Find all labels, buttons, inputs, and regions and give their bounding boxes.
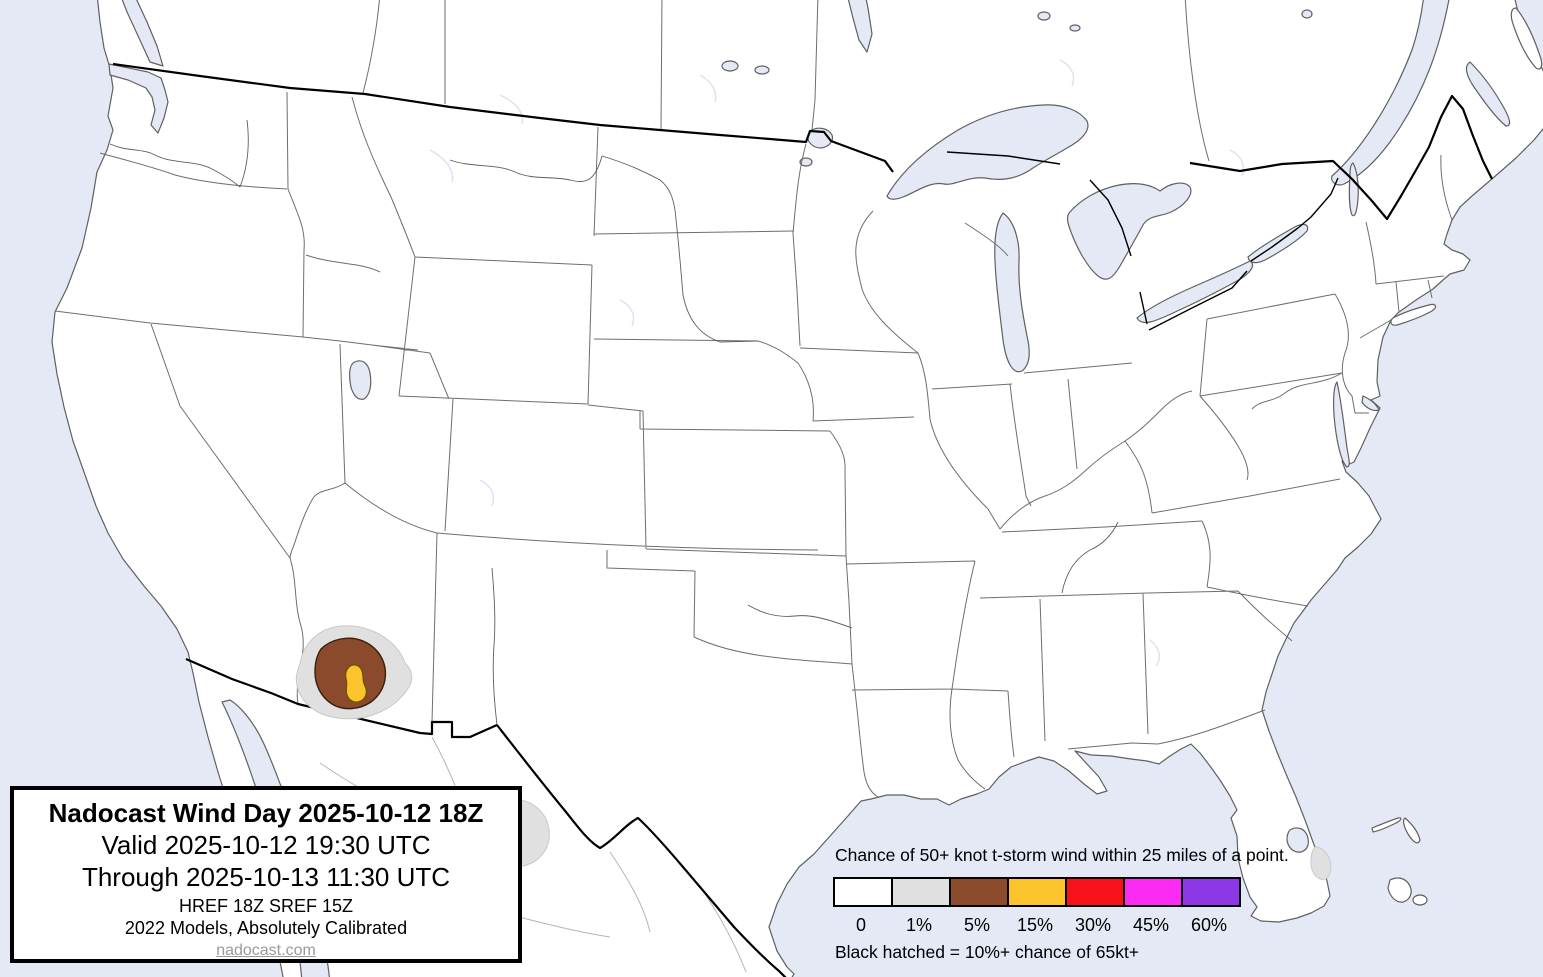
arkansas-river: [747, 604, 853, 629]
legend-percent-labels: 0 1% 5% 15% 30% 45% 60%: [833, 915, 1239, 936]
lake-okeechobee: [1286, 827, 1309, 853]
canada-provincial-borders: [362, 0, 1210, 162]
lake-michigan: [994, 212, 1030, 373]
chesapeake-bay: [1333, 381, 1350, 468]
long-island: [1390, 303, 1437, 326]
forecast-valid-time: Valid 2025-10-12 19:30 UTC: [101, 830, 431, 860]
us-mexico-border: [185, 657, 498, 739]
bahama-island: [1412, 894, 1428, 906]
streams: [429, 59, 1245, 667]
lower-mississippi-river: [949, 688, 986, 790]
canada-lake: [721, 60, 739, 72]
legend-label-5%: 5%: [963, 915, 990, 935]
rivers: [109, 119, 1119, 790]
canada-lake: [1301, 9, 1313, 19]
legend-label-60%: 60%: [1190, 915, 1228, 935]
canada-lake: [1037, 11, 1051, 21]
legend-hatched-note: Black hatched = 10%+ chance of 65kt+: [835, 942, 1140, 962]
great-salt-lake: [349, 360, 372, 400]
lake-erie: [1136, 260, 1254, 324]
legend-label-15%: 15%: [1016, 915, 1054, 935]
rio-grande-border: [496, 724, 787, 977]
legend-swatch-30%: [1065, 877, 1125, 907]
nadocast-website-link[interactable]: nadocast.com: [216, 942, 316, 959]
lake-superior: [886, 104, 1089, 200]
great-lakes: [349, 0, 1359, 853]
lake-winnipeg: [847, 0, 873, 53]
international-borders: [112, 62, 1493, 977]
us-canada-border-west: [112, 62, 894, 173]
tennessee-river: [1061, 521, 1119, 594]
minnesota-lake: [799, 157, 813, 167]
atlantic-gulf-of-mexico: [768, 128, 1543, 977]
legend-label-0: 0: [855, 915, 866, 935]
legend-label-30%: 30%: [1074, 915, 1112, 935]
grand-bahama-island: [1371, 817, 1402, 833]
canada-lake: [754, 65, 770, 75]
forecast-calibration: 2022 Models, Absolutely Calibrated: [124, 918, 408, 938]
legend-caption: Chance of 50+ knot t-storm wind within 2…: [835, 845, 1289, 865]
bay-of-fundy: [1465, 61, 1511, 127]
strait-of-georgia: [121, 0, 164, 67]
legend-swatch-60%: [1181, 877, 1241, 907]
legend-color-scale: [833, 877, 1241, 907]
legend-swatch-0: [833, 877, 893, 907]
andros-island: [1387, 877, 1412, 903]
wind-risk-15pct-arizona: [344, 664, 368, 703]
nova-scotia: [1510, 7, 1543, 70]
us-canada-border-lakes: [946, 151, 1339, 331]
legend-swatch-1%: [891, 877, 951, 907]
puget-sound: [108, 63, 169, 134]
lake-huron: [1066, 182, 1192, 280]
missouri-river: [449, 155, 759, 343]
forecast-title-box: Nadocast Wind Day 2025-10-12 18Z Valid 2…: [10, 786, 522, 963]
legend-swatch-15%: [1007, 877, 1067, 907]
islands: [1371, 7, 1543, 906]
columbia-river: [109, 119, 249, 188]
forecast-title: Nadocast Wind Day 2025-10-12 18Z: [48, 798, 484, 828]
delaware-bay: [1361, 395, 1380, 412]
lake-of-the-woods: [807, 127, 834, 149]
rio-grande-new-mexico: [491, 567, 498, 726]
legend-label-45%: 45%: [1132, 915, 1170, 935]
forecast-models: HREF 18Z SREF 15Z: [178, 896, 354, 916]
us-canada-border-east: [1189, 94, 1493, 221]
legend-swatch-45%: [1123, 877, 1183, 907]
legend-swatch-5%: [949, 877, 1009, 907]
wind-risk-1pct-florida: [1310, 846, 1332, 880]
forecast-end-time: Through 2025-10-13 11:30 UTC: [81, 862, 451, 892]
canada-lake: [1069, 24, 1081, 32]
abaco-island: [1402, 817, 1421, 844]
legend-label-1%: 1%: [905, 915, 932, 935]
